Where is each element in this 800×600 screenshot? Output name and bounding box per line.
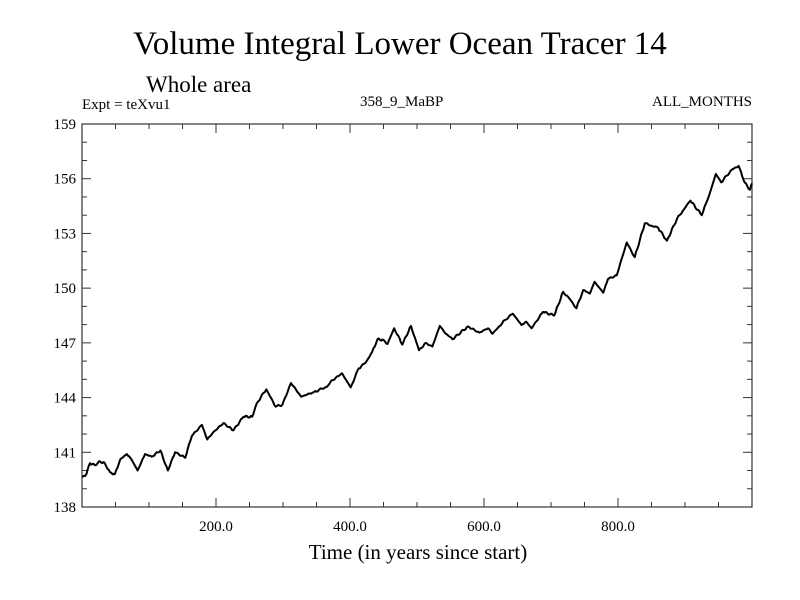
y-tick-label: 156 (54, 172, 77, 188)
y-tick-label: 153 (54, 226, 77, 242)
y-tick-label: 144 (54, 391, 77, 407)
period-label: 358_9_MaBP (360, 94, 444, 110)
x-tick-label: 400.0 (333, 519, 367, 535)
y-tick-label: 147 (54, 336, 77, 352)
y-tick-label: 141 (54, 445, 77, 461)
plot-frame (81, 123, 753, 508)
x-tick-label: 800.0 (601, 519, 635, 535)
series-line (81, 164, 753, 478)
y-tick-label: 138 (54, 500, 77, 516)
x-axis-label: Time (in years since start) (308, 540, 528, 564)
x-tick-label: 200.0 (199, 519, 233, 535)
tick-labels: 200.0 400.0 600.0 800.0 138 141 144 147 150 153 15… (54, 117, 635, 535)
chart-subtitle: Whole area (146, 72, 252, 97)
axes (81, 123, 753, 508)
y-tick-label: 150 (54, 281, 77, 297)
chart-title: Volume Integral Lower Ocean Tracer 14 (133, 26, 667, 62)
experiment-label: Expt = teXvu1 (82, 97, 171, 113)
x-tick-label: 600.0 (467, 519, 501, 535)
y-tick-label: 159 (54, 117, 77, 133)
series (81, 164, 753, 478)
axis-ticks (82, 124, 752, 507)
months-label: ALL_MONTHS (652, 94, 752, 110)
